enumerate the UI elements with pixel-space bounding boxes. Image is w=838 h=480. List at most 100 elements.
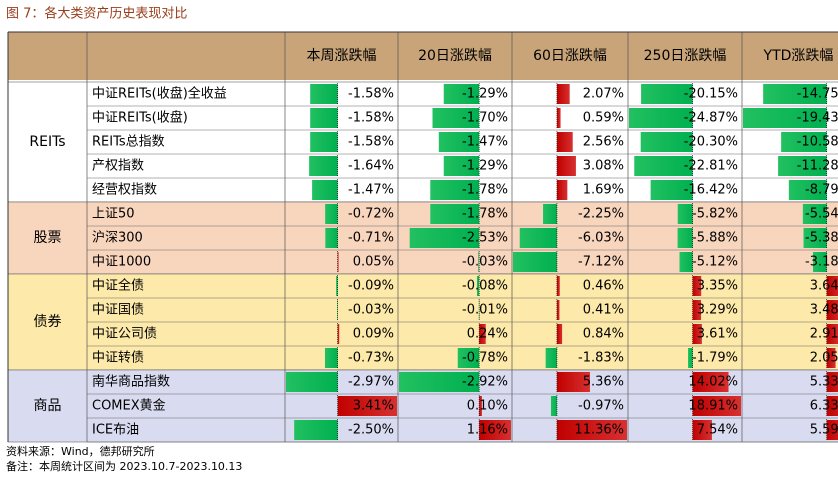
value-cell: -0.03%: [348, 303, 394, 318]
value-cell: 3.48%: [810, 303, 838, 318]
data-bar: [556, 156, 576, 176]
data-bar: [826, 348, 836, 368]
data-bar: [336, 276, 338, 296]
value-cell: 2.05%: [810, 351, 838, 366]
data-bar: [479, 396, 482, 416]
data-bar: [677, 204, 693, 224]
data-bar: [409, 228, 480, 248]
value-cell: -1.79%: [692, 351, 738, 366]
figure-title: 图 7：各大类资产历史表现对比: [6, 6, 187, 22]
value-cell: -5.82%: [692, 207, 738, 222]
data-bar: [813, 252, 827, 272]
data-bar: [556, 180, 568, 200]
value-cell: 2.56%: [583, 135, 624, 150]
footnote: 备注：本周统计区间为 2023.10.7-2023.10.13: [6, 459, 242, 473]
value-cell: 3.61%: [697, 327, 738, 342]
value-cell: 3.64%: [810, 279, 838, 294]
data-bar: [438, 132, 480, 152]
value-cell: -1.64%: [348, 159, 394, 174]
header-cell: YTD涨跌幅: [763, 48, 834, 64]
value-cell: -3.18%: [805, 255, 838, 270]
value-cell: -2.97%: [348, 375, 394, 390]
data-bar: [443, 84, 480, 104]
data-bar: [826, 372, 838, 392]
value-cell: -1.78%: [462, 183, 508, 198]
row-name: 产权指数: [92, 158, 144, 174]
data-bar: [324, 348, 338, 368]
value-cell: -7.12%: [578, 255, 624, 270]
data-bar: [781, 132, 827, 152]
value-cell: 7.54%: [697, 423, 738, 438]
value-cell: -1.58%: [348, 111, 394, 126]
value-cell: -16.42%: [684, 183, 738, 198]
value-cell: -0.72%: [348, 207, 394, 222]
value-cell: -2.50%: [348, 423, 394, 438]
data-bar: [545, 348, 557, 368]
data-bar: [519, 228, 557, 248]
value-cell: -5.88%: [692, 231, 738, 246]
data-bar: [430, 180, 480, 200]
data-bar: [337, 252, 339, 272]
data-bar: [692, 372, 729, 392]
value-cell: 3.35%: [697, 279, 738, 294]
value-cell: -1.58%: [348, 135, 394, 150]
data-bar: [312, 180, 338, 200]
value-cell: -1.78%: [462, 207, 508, 222]
data-bar: [826, 300, 838, 320]
value-cell: -5.38%: [805, 231, 838, 246]
data-bar: [803, 228, 827, 248]
data-bar: [556, 276, 560, 296]
header-cell: 20日涨跌幅: [418, 48, 492, 64]
data-bar: [325, 204, 338, 224]
value-cell: -8.79%: [805, 183, 838, 198]
data-bar: [743, 108, 827, 128]
value-cell: -0.08%: [462, 279, 508, 294]
data-bar: [556, 324, 563, 344]
value-cell: -0.03%: [462, 255, 508, 270]
data-bar: [543, 204, 557, 224]
data-bar: [692, 300, 702, 320]
row-name: 中证全债: [92, 278, 144, 294]
value-cell: 3.08%: [583, 159, 624, 174]
value-cell: -10.58%: [797, 135, 838, 150]
value-cell: 0.46%: [583, 279, 624, 294]
data-bar: [430, 204, 480, 224]
data-bar: [778, 156, 827, 176]
value-cell: -2.25%: [578, 207, 624, 222]
value-cell: 0.05%: [353, 255, 394, 270]
value-cell: 5.33%: [810, 375, 838, 390]
value-cell: -20.30%: [684, 135, 738, 150]
value-cell: 5.59%: [810, 423, 838, 438]
row-name: REITs总指数: [92, 135, 165, 150]
data-bar: [634, 156, 693, 176]
value-cell: -0.71%: [348, 231, 394, 246]
header-cell: 60日涨跌幅: [533, 48, 607, 64]
value-cell: -20.15%: [684, 87, 738, 102]
data-bar: [802, 204, 827, 224]
row-name: 南华商品指数: [92, 374, 170, 390]
data-bar: [286, 372, 338, 392]
data-bar: [640, 132, 693, 152]
value-cell: -1.47%: [462, 135, 508, 150]
value-cell: 0.10%: [467, 399, 508, 414]
row-name: 中证转债: [92, 351, 144, 366]
data-bar: [692, 276, 702, 296]
row-name: 上证50: [92, 207, 135, 222]
group-bg: [7, 81, 838, 203]
value-cell: -1.83%: [578, 351, 624, 366]
data-bar: [399, 372, 480, 392]
data-bar: [476, 276, 480, 296]
data-bar: [692, 324, 702, 344]
value-cell: 2.07%: [583, 87, 624, 102]
data-bar: [788, 180, 827, 200]
value-cell: 1.16%: [467, 423, 508, 438]
value-cell: -2.53%: [462, 231, 508, 246]
row-name: COMEX黄金: [92, 398, 166, 414]
row-name: 中证1000: [92, 255, 151, 270]
value-cell: 2.91%: [810, 327, 838, 342]
data-bar: [479, 324, 486, 344]
value-cell: 3.29%: [697, 303, 738, 318]
data-bar: [310, 84, 338, 104]
value-cell: 1.69%: [583, 183, 624, 198]
